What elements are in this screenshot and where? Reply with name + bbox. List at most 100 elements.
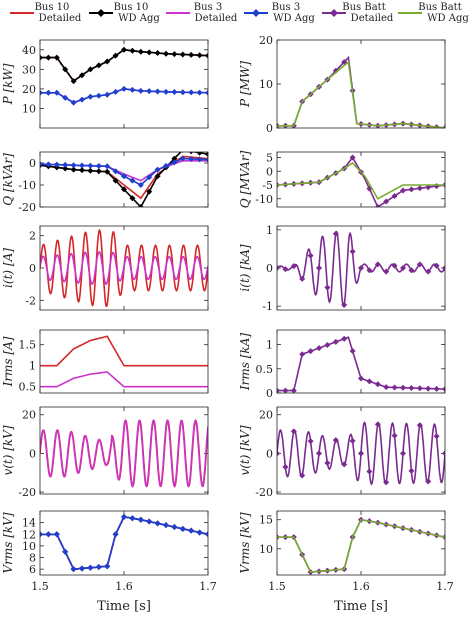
y-tick-label: 20 (259, 34, 273, 47)
x-axis-labels: Time [s] Time [s] (97, 599, 388, 614)
series-marker (70, 99, 77, 106)
series-marker (400, 450, 406, 457)
series-marker (349, 437, 356, 444)
y-axis-label: Vrms [kV] (238, 512, 252, 573)
series-marker (112, 88, 119, 95)
series-marker (163, 522, 169, 529)
series-group (40, 228, 208, 308)
series-line (40, 515, 208, 571)
series-marker (307, 348, 314, 355)
series-marker (324, 459, 331, 466)
panel-v-batt: -20 0 20 v(t) [kV] (238, 406, 446, 499)
series-marker (416, 385, 423, 392)
x-tick-label: 1.5 (31, 580, 49, 593)
series-marker (383, 268, 390, 275)
series-marker (79, 162, 85, 169)
y-tick-label: 15 (259, 514, 273, 527)
y-tick-label: -5 (262, 179, 273, 192)
series-marker (171, 155, 178, 162)
series-marker (129, 177, 136, 184)
y-tick-label: 1 (266, 339, 273, 352)
y-axis-label: v(t) [kV] (1, 425, 15, 475)
series-marker (137, 48, 144, 55)
y-tick-label: 12 (22, 528, 36, 541)
series-marker (95, 92, 102, 99)
axes-frame (39, 406, 209, 495)
axes-frame (276, 151, 446, 208)
series-line (277, 55, 445, 128)
series-marker (358, 375, 364, 382)
series-marker (366, 378, 373, 385)
series-marker (442, 450, 445, 457)
series-marker (137, 516, 144, 523)
y-tick-label: 10 (22, 540, 36, 553)
series-marker (121, 85, 127, 92)
y-tick-label: -20 (18, 486, 36, 499)
y-tick-label: 10 (259, 78, 273, 91)
series-marker (341, 335, 348, 342)
y-tick-label: 10 (22, 102, 36, 115)
series-marker (205, 152, 208, 158)
series-marker (416, 261, 423, 268)
axes-frame (39, 510, 209, 576)
legend-label-line2: WD Agg (427, 13, 469, 24)
x-tick-label: 1.6 (352, 580, 370, 593)
y-tick-label: 20 (22, 409, 36, 422)
series-marker (341, 461, 348, 468)
series-marker (53, 161, 60, 168)
series-marker (104, 58, 111, 65)
series-marker (282, 266, 289, 273)
series-marker (196, 52, 203, 59)
y-tick-label: 14 (22, 517, 36, 530)
series-marker (307, 438, 314, 445)
series-marker (137, 87, 144, 94)
series-marker (366, 267, 373, 274)
series-marker (391, 262, 398, 269)
series-group (40, 418, 208, 488)
series-marker (391, 384, 398, 391)
series-marker (40, 161, 43, 168)
series-marker (316, 265, 322, 271)
series-marker (433, 385, 440, 392)
series-line (40, 515, 208, 571)
series-marker (290, 263, 297, 270)
series-marker (425, 385, 432, 392)
series-marker (299, 275, 306, 282)
series-marker (129, 86, 136, 93)
panel-Irms-bus10-bus3: 0.5 1 1.5 Irms [A] (1, 329, 209, 394)
axes-frame (276, 225, 446, 311)
y-tick-label: 0 (29, 262, 36, 275)
y-tick-label: 20 (259, 409, 273, 422)
series-marker (374, 381, 381, 388)
y-tick-label: 0 (29, 157, 36, 170)
y-axis-label: Irms [kA] (238, 333, 252, 391)
y-axis-label: Vrms [kV] (1, 512, 15, 573)
series-marker (146, 188, 153, 195)
series-marker (408, 467, 415, 474)
series-marker (416, 185, 423, 192)
y-axis-label: Q [kVAr] (1, 153, 15, 206)
series-line (277, 336, 445, 392)
series-marker (154, 520, 161, 527)
y-tick-label: 0 (266, 262, 273, 275)
series-marker (154, 88, 161, 95)
y-axis-label: v(t) [kV] (238, 425, 252, 475)
series-marker (374, 204, 381, 207)
series-marker (112, 177, 119, 184)
y-tick-label: -10 (255, 193, 273, 206)
series-marker (349, 154, 356, 161)
series-marker (408, 267, 415, 274)
series-marker (383, 384, 390, 391)
series-marker (316, 345, 322, 352)
panel-P-batt: 0 10 20 P [MW] (238, 34, 446, 135)
series-marker (196, 529, 203, 536)
series-marker (316, 450, 322, 457)
series-marker (188, 527, 195, 534)
series-line (40, 418, 208, 488)
series-marker (324, 341, 331, 348)
y-axis-label: P [MW] (238, 61, 252, 108)
series-marker (366, 468, 373, 475)
x-tick-label: 1.7 (436, 580, 454, 593)
series-marker (179, 89, 186, 96)
